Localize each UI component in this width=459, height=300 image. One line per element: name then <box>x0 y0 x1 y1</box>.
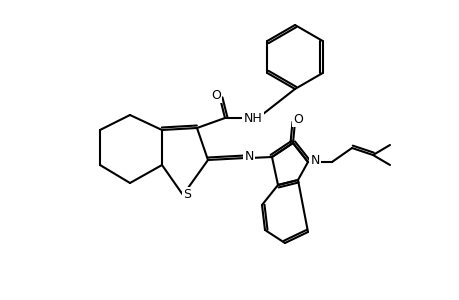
Text: O: O <box>211 88 220 101</box>
Text: O: O <box>292 112 302 125</box>
Text: S: S <box>183 188 190 202</box>
Text: NH: NH <box>243 112 262 124</box>
Text: N: N <box>244 149 253 163</box>
Text: N: N <box>310 154 319 166</box>
